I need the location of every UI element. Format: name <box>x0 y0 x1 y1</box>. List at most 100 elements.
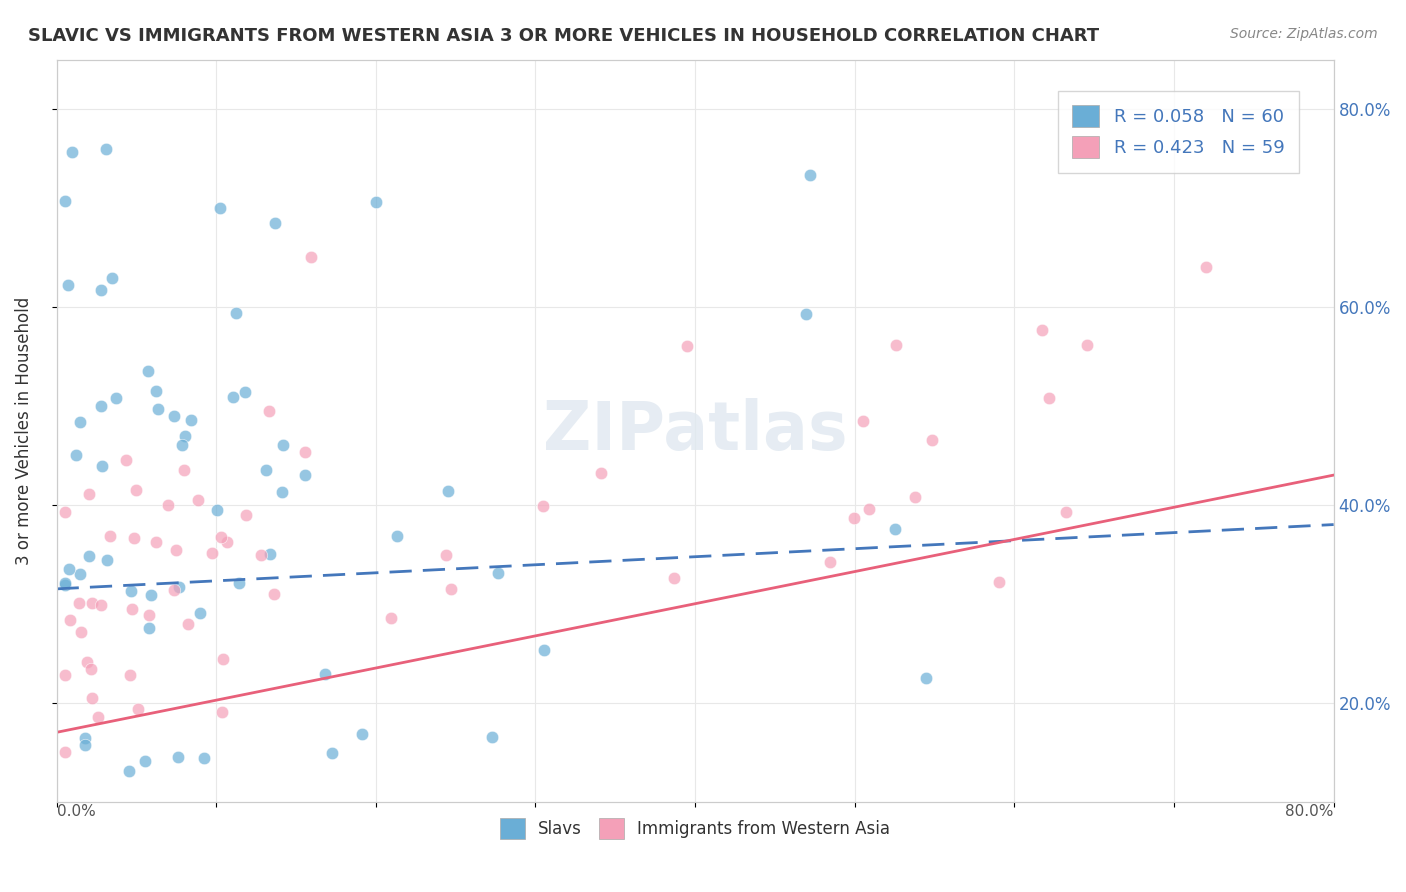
Point <box>67 595 90 609</box>
Point <box>264 216 287 230</box>
Point <box>664 571 686 585</box>
Point <box>101 270 124 285</box>
Point <box>676 339 699 353</box>
Point <box>988 574 1011 589</box>
Point <box>818 555 841 569</box>
Point <box>434 548 457 562</box>
Point <box>118 764 141 778</box>
Point <box>53 575 76 590</box>
Point <box>127 702 149 716</box>
Point <box>883 522 905 536</box>
Point <box>228 575 250 590</box>
Point <box>177 617 200 632</box>
Point <box>233 384 256 399</box>
Point <box>90 399 112 413</box>
Point <box>188 606 211 620</box>
Point <box>77 549 100 564</box>
Point <box>914 671 936 685</box>
Point <box>173 463 195 477</box>
Point <box>440 582 463 597</box>
Point <box>169 580 191 594</box>
Point <box>60 145 83 160</box>
Point <box>98 529 121 543</box>
Point <box>208 202 231 216</box>
Point <box>58 278 80 293</box>
Point <box>163 582 186 597</box>
Point <box>380 611 402 625</box>
Point <box>145 534 167 549</box>
Point <box>79 486 101 500</box>
Point <box>259 547 281 561</box>
Point <box>852 414 875 428</box>
Point <box>114 453 136 467</box>
Point <box>858 502 880 516</box>
Point <box>799 169 821 183</box>
Point <box>172 438 194 452</box>
Text: 0.0%: 0.0% <box>56 805 96 820</box>
Point <box>94 143 117 157</box>
Point <box>193 750 215 764</box>
Point <box>146 401 169 416</box>
Point <box>180 413 202 427</box>
Point <box>235 508 257 523</box>
Point <box>321 746 343 760</box>
Y-axis label: 3 or more Vehicles in Household: 3 or more Vehicles in Household <box>15 296 32 565</box>
Point <box>250 549 273 563</box>
Point <box>69 415 91 429</box>
Point <box>145 384 167 398</box>
Point <box>257 404 280 418</box>
Point <box>1038 391 1060 405</box>
Point <box>53 668 76 682</box>
Legend: Slavs, Immigrants from Western Asia: Slavs, Immigrants from Western Asia <box>494 812 897 846</box>
Point <box>73 731 96 745</box>
Point <box>299 251 322 265</box>
Point <box>53 745 76 759</box>
Text: ZIPatlas: ZIPatlas <box>543 398 848 464</box>
Point <box>105 391 128 405</box>
Point <box>886 337 908 351</box>
Point <box>1054 505 1077 519</box>
Point <box>90 598 112 612</box>
Point <box>1195 260 1218 275</box>
Point <box>118 668 141 682</box>
Point <box>53 194 76 208</box>
Point <box>163 409 186 423</box>
Point <box>225 306 247 320</box>
Point <box>209 530 232 544</box>
Text: SLAVIC VS IMMIGRANTS FROM WESTERN ASIA 3 OR MORE VEHICLES IN HOUSEHOLD CORRELATI: SLAVIC VS IMMIGRANTS FROM WESTERN ASIA 3… <box>28 27 1099 45</box>
Point <box>205 503 228 517</box>
Point <box>1031 323 1053 337</box>
Point <box>87 710 110 724</box>
Point <box>136 364 159 378</box>
Point <box>187 492 209 507</box>
Point <box>59 613 82 627</box>
Point <box>138 621 160 635</box>
Point <box>82 596 104 610</box>
Point <box>166 750 188 764</box>
Point <box>294 444 316 458</box>
Point <box>138 608 160 623</box>
Point <box>69 625 91 640</box>
Point <box>73 738 96 752</box>
Point <box>157 498 180 512</box>
Point <box>134 754 156 768</box>
Point <box>173 428 195 442</box>
Point <box>481 730 503 744</box>
Point <box>263 587 285 601</box>
Point <box>904 490 927 504</box>
Point <box>90 284 112 298</box>
Point <box>120 583 142 598</box>
Point <box>122 531 145 545</box>
Point <box>271 485 294 500</box>
Point <box>921 434 943 448</box>
Point <box>80 662 103 676</box>
Point <box>533 643 555 657</box>
Point <box>96 552 118 566</box>
Point <box>53 578 76 592</box>
Point <box>91 458 114 473</box>
Point <box>80 691 103 706</box>
Point <box>591 466 613 480</box>
Point <box>58 561 80 575</box>
Point <box>222 390 245 404</box>
Point <box>121 602 143 616</box>
